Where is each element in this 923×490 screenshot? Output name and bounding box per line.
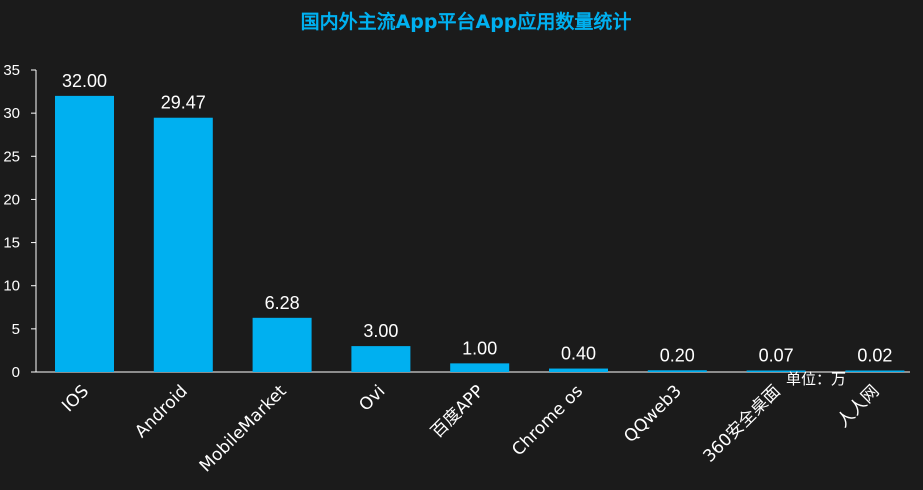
bar-value-label: 0.02 [857, 346, 892, 366]
bar [55, 95, 114, 372]
unit-label: 单位：万 [786, 370, 846, 388]
category-labels: IOS Android MobileMarket Ovi 百度APP Chrome os Q… [58, 381, 883, 476]
x-category-label: 百度APP [427, 381, 488, 442]
bar [351, 346, 411, 372]
bar [252, 317, 312, 372]
x-category-label: MobileMarket [196, 381, 291, 476]
x-category-label: QQweb3 [620, 381, 686, 447]
bar-value-label: 0.07 [759, 346, 794, 366]
x-category-label: Ovi [355, 381, 389, 415]
bar-value-label: 29.47 [161, 93, 206, 113]
y-tick-label: 35 [3, 62, 20, 79]
x-category-label: Chrome os [508, 381, 587, 460]
y-tick-label: 5 [12, 321, 20, 338]
x-category-label: IOS [58, 381, 93, 416]
bar-value-label: 3.00 [363, 321, 398, 341]
x-category-label: Android [131, 381, 192, 442]
bar [153, 117, 213, 372]
y-tick-label: 10 [3, 278, 20, 295]
bar [845, 370, 905, 372]
x-category-label: 360安全桌面 [699, 381, 784, 466]
y-tick-label: 25 [3, 148, 20, 165]
x-category-label: 人人网 [833, 381, 883, 431]
y-tick-label: 30 [3, 105, 20, 122]
y-axis-ticks: 0 5 10 15 20 25 30 35 [3, 62, 36, 381]
bars [55, 95, 905, 372]
bar [746, 370, 806, 372]
chart-title: 国内外主流App平台App应用数量统计 [301, 10, 632, 33]
bar-value-label: 0.20 [660, 345, 695, 365]
bar-value-label: 0.40 [561, 344, 596, 364]
bar [647, 370, 707, 372]
bar [450, 363, 510, 372]
bar-value-label: 32.00 [62, 71, 107, 91]
y-tick-label: 0 [12, 364, 20, 381]
y-tick-label: 15 [3, 235, 20, 252]
bar-value-label: 1.00 [462, 338, 497, 358]
y-tick-label: 20 [3, 191, 20, 208]
value-labels: 32.00 29.47 6.28 3.00 1.00 0.40 0.20 0.07 0.02 [62, 71, 892, 366]
bar [549, 368, 608, 372]
bar-value-label: 6.28 [265, 293, 300, 313]
